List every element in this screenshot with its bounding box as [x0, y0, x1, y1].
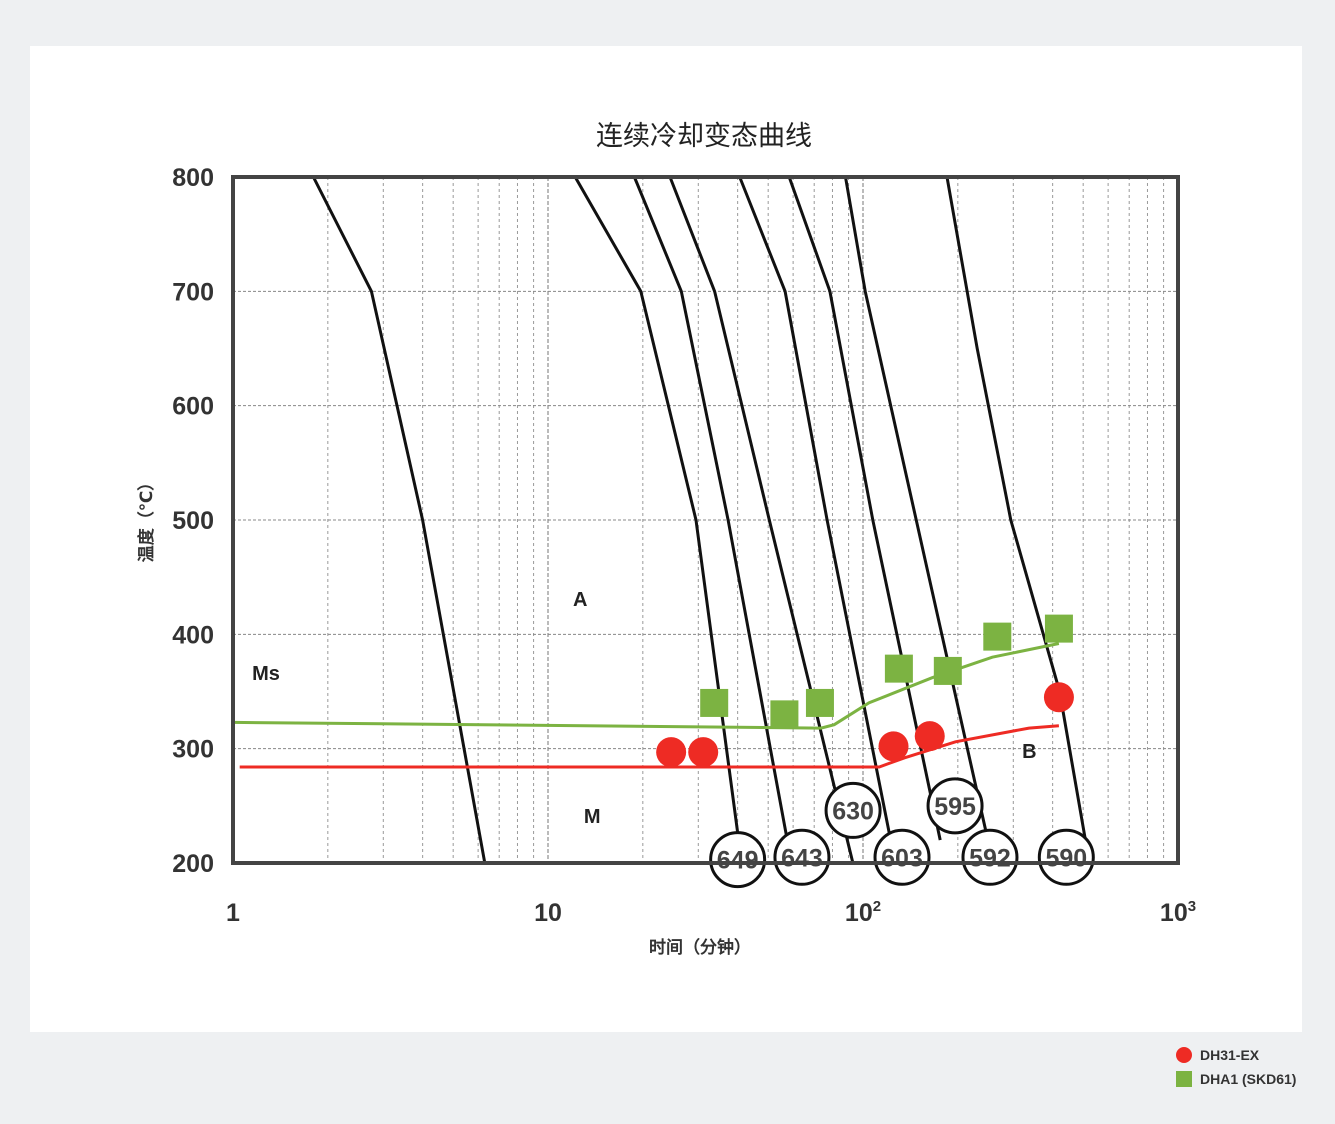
axis-ticks: 800 700 600 500 400 300 200 1 10 102 103 — [172, 164, 1196, 927]
chart-title: 连续冷却变态曲线 — [596, 121, 812, 152]
data-markers — [656, 614, 1074, 768]
cooling-curve — [738, 176, 897, 864]
cooling-curve — [312, 176, 487, 864]
legend-item-dh31: DH31-EX — [1176, 1043, 1296, 1067]
legend-label: DHA1 (SKD61) — [1200, 1071, 1297, 1087]
cooling-curve — [844, 176, 995, 864]
cooling-curve — [945, 176, 1091, 864]
y-axis-label: 温度（℃） — [136, 474, 157, 563]
hardness-badge — [873, 828, 931, 886]
data-point-square — [983, 622, 1012, 651]
hardness-badge — [926, 777, 984, 835]
data-point-circle — [1043, 682, 1074, 713]
y-tick-label: 800 — [172, 164, 214, 192]
hardness-badge — [709, 831, 767, 889]
x-axis-label: 时间（分钟） — [649, 937, 751, 958]
hardness-value: 592 — [969, 844, 1011, 872]
hardness-value: 603 — [881, 844, 923, 872]
region-label: M — [584, 806, 601, 828]
legend: DH31-EX DHA1 (SKD61) — [1176, 1043, 1296, 1091]
data-point-circle — [688, 737, 719, 768]
region-label: Ms — [252, 663, 280, 685]
x-tick-label: 10 — [534, 899, 562, 927]
hardness-badge — [1037, 828, 1095, 886]
data-point-square — [700, 688, 729, 717]
y-tick-label: 300 — [172, 736, 214, 764]
hardness-badge — [773, 828, 831, 886]
data-point-square — [933, 656, 962, 685]
data-point-square — [770, 700, 799, 729]
hardness-value: 649 — [717, 847, 759, 875]
grid-lines — [233, 177, 1178, 863]
y-tick-label: 600 — [172, 393, 214, 421]
hardness-value: 595 — [934, 793, 976, 821]
data-point-circle — [656, 737, 687, 768]
legend-label: DH31-EX — [1200, 1047, 1260, 1063]
x-tick-label: 103 — [1160, 898, 1196, 927]
data-point-square — [884, 654, 913, 683]
data-point-circle — [878, 731, 909, 762]
x-tick-label: 1 — [226, 899, 240, 927]
red-circle-icon — [1176, 1047, 1192, 1063]
region-label: A — [573, 589, 587, 611]
hardness-badge — [961, 828, 1019, 886]
y-tick-label: 400 — [172, 621, 214, 649]
hardness-value: 630 — [832, 797, 874, 825]
data-point-square — [805, 688, 834, 717]
hardness-value: 590 — [1045, 844, 1087, 872]
hardness-value: 643 — [781, 844, 823, 872]
region-labels: A Ms B M — [252, 589, 1036, 828]
data-point-circle — [914, 721, 945, 752]
plot-frame — [231, 175, 1180, 865]
y-tick-label: 700 — [172, 278, 214, 306]
x-tick-label: 102 — [845, 898, 881, 927]
y-tick-label: 200 — [172, 850, 214, 878]
cooling-curve — [633, 176, 793, 864]
region-label: B — [1022, 741, 1036, 763]
y-tick-label: 500 — [172, 507, 214, 535]
legend-item-dha1: DHA1 (SKD61) — [1176, 1067, 1296, 1091]
hardness-badge — [824, 781, 882, 839]
green-square-icon — [1176, 1071, 1192, 1087]
data-point-square — [1044, 614, 1073, 643]
series-line — [232, 642, 1060, 730]
